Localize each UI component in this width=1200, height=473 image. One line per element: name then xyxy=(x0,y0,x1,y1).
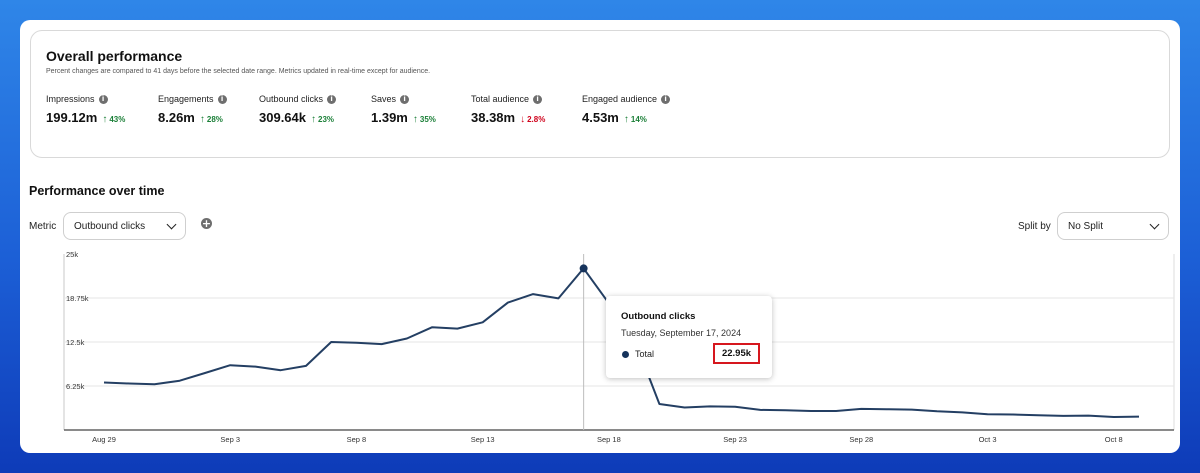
info-icon[interactable]: i xyxy=(98,94,108,104)
metric-change: ↑ 28% xyxy=(199,114,223,125)
x-tick-label: Sep 23 xyxy=(723,435,747,444)
x-tick-label: Oct 8 xyxy=(1105,435,1123,444)
split-by-dropdown-value: No Split xyxy=(1068,220,1104,232)
metric-dropdown-value: Outbound clicks xyxy=(74,220,146,232)
arrow-up-icon: ↑ xyxy=(102,114,108,125)
y-tick-label: 18.75k xyxy=(66,294,89,303)
metric-change: ↓ 2.8% xyxy=(520,114,546,125)
metric-value: 1.39m xyxy=(371,110,408,125)
overall-performance-panel: Overall performance Percent changes are … xyxy=(30,30,1170,158)
metric-label: Impressions xyxy=(46,94,95,104)
metric-label: Outbound clicks xyxy=(259,94,324,104)
overall-performance-subtitle: Percent changes are compared to 41 days … xyxy=(46,68,431,75)
highlighted-data-point xyxy=(579,264,588,273)
metric-label: Engaged audience xyxy=(582,94,658,104)
metric-value: 309.64k xyxy=(259,110,306,125)
metric-value: 38.38m xyxy=(471,110,516,125)
arrow-up-icon: ↑ xyxy=(311,114,316,125)
metric-change: ↑ 14% xyxy=(623,114,647,125)
arrow-up-icon: ↑ xyxy=(412,114,418,125)
metric-impressions: Impressions i 199.12m ↑ 43% xyxy=(46,94,125,125)
arrow-up-icon: ↑ xyxy=(623,114,629,125)
tooltip-title: Outbound clicks xyxy=(621,311,696,322)
metric-total-audience: Total audience i 38.38m ↓ 2.8% xyxy=(471,94,545,125)
x-tick-label: Sep 28 xyxy=(849,435,873,444)
tooltip-series-label: Total xyxy=(635,349,655,359)
performance-over-time-title: Performance over time xyxy=(29,184,165,198)
metric-outbound-clicks: Outbound clicks i 309.64k ↑ 23% xyxy=(259,94,337,125)
metric-saves: Saves i 1.39m ↑ 35% xyxy=(371,94,436,125)
analytics-card: Overall performance Percent changes are … xyxy=(20,20,1180,453)
arrow-down-icon: ↓ xyxy=(520,114,526,125)
x-tick-label: Sep 3 xyxy=(220,435,240,444)
split-by-label: Split by xyxy=(1018,221,1051,232)
split-by-dropdown[interactable]: No Split xyxy=(1057,212,1169,240)
metric-label: Saves xyxy=(371,94,397,104)
chevron-down-icon xyxy=(166,219,177,230)
info-icon[interactable]: i xyxy=(400,94,410,104)
metric-change: ↑ 35% xyxy=(412,114,436,125)
metric-value: 199.12m xyxy=(46,110,98,125)
add-metric-icon[interactable]: + xyxy=(201,217,212,230)
x-tick-label: Sep 18 xyxy=(597,435,621,444)
y-tick-label: 12.5k xyxy=(66,338,85,347)
chart-tooltip: Outbound clicks Tuesday, September 17, 2… xyxy=(606,296,772,378)
x-tick-label: Sep 13 xyxy=(471,435,495,444)
performance-line-chart[interactable]: 25k 18.75k 12.5k 6.25k Aug 29 Sep 3 Sep 8 Sep 1… xyxy=(29,248,1179,450)
metric-change: ↑ 43% xyxy=(102,114,126,125)
metric-value: 8.26m xyxy=(158,110,195,125)
x-tick-label: Oct 3 xyxy=(979,435,997,444)
info-icon[interactable]: i xyxy=(533,94,543,104)
info-icon[interactable]: i xyxy=(217,94,227,104)
tooltip-value: 22.95k xyxy=(713,343,760,364)
chevron-down-icon xyxy=(1149,219,1160,230)
series-dot-icon xyxy=(622,351,629,358)
metric-dropdown[interactable]: Outbound clicks xyxy=(63,212,186,240)
metric-change: ↑ 23% xyxy=(311,114,335,125)
overall-performance-title: Overall performance xyxy=(46,48,183,64)
metric-value: 4.53m xyxy=(582,110,619,125)
metric-engaged-audience: Engaged audience i 4.53m ↑ 14% xyxy=(582,94,671,125)
x-tick-label: Sep 8 xyxy=(347,435,367,444)
metric-select-label: Metric xyxy=(29,221,57,232)
y-tick-label: 6.25k xyxy=(66,382,85,391)
tooltip-date: Tuesday, September 17, 2024 xyxy=(621,328,742,338)
metric-label: Engagements xyxy=(158,94,214,104)
arrow-up-icon: ↑ xyxy=(199,114,205,125)
info-icon[interactable]: i xyxy=(327,94,337,104)
y-tick-label: 25k xyxy=(66,250,78,259)
metric-engagements: Engagements i 8.26m ↑ 28% xyxy=(158,94,227,125)
info-icon[interactable]: i xyxy=(661,94,671,104)
metric-label: Total audience xyxy=(471,94,530,104)
x-tick-label: Aug 29 xyxy=(92,435,116,444)
